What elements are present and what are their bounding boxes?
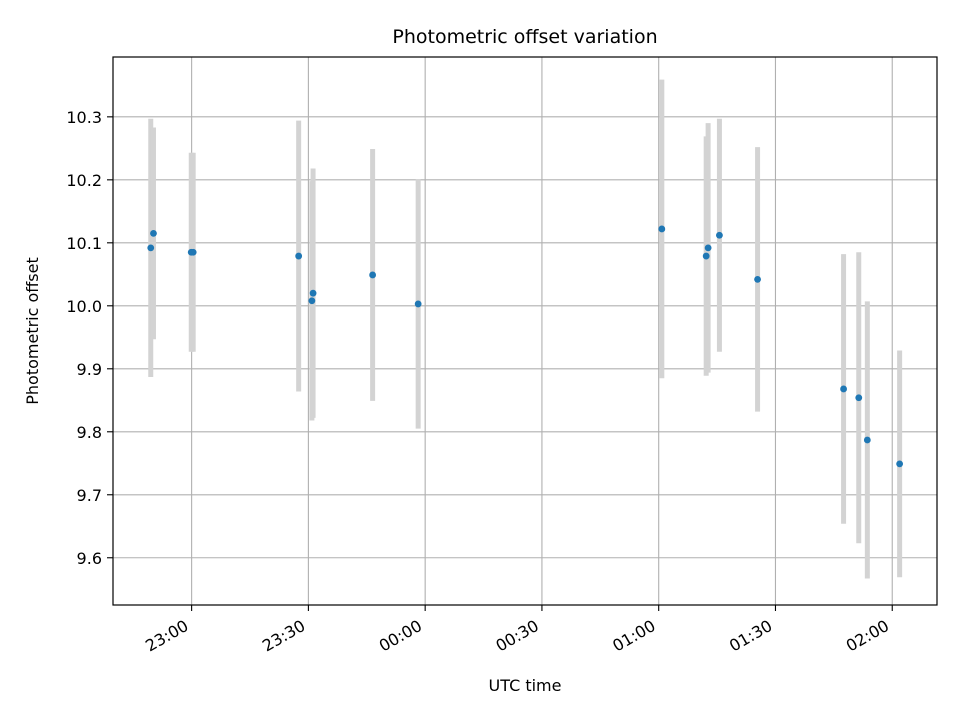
data-point [855,394,863,402]
data-point [369,271,377,279]
y-axis-label: Photometric offset [23,257,42,405]
chart-title: Photometric offset variation [392,26,657,48]
data-point [308,297,316,305]
data-point [754,275,761,283]
data-point [295,252,303,260]
data-points [147,225,904,468]
y-axis-ticks: 9.6 9.7 9.8 9.9 10.0 10.1 10.2 10.3 [66,108,113,568]
grid [113,57,937,605]
y-tick-label: 10.1 [66,234,102,253]
x-axis-label: UTC time [489,676,562,695]
data-point [840,385,847,393]
y-tick-label: 9.8 [77,423,102,442]
data-point [189,248,197,256]
data-point [896,460,904,468]
data-point [716,231,723,239]
data-point [863,436,871,444]
y-tick-label: 10.0 [66,297,102,316]
data-point [147,244,155,252]
plot-area [113,57,937,605]
data-point [414,300,422,308]
plot-frame [112,56,938,606]
y-tick-label: 9.6 [77,549,102,568]
y-tick-label: 9.7 [77,486,102,505]
data-point [309,289,317,297]
y-tick-label: 10.2 [66,171,102,190]
data-point [702,252,710,260]
data-point [150,229,157,237]
data-point [704,244,712,252]
y-tick-label: 9.9 [77,360,102,379]
data-point [658,225,666,233]
y-tick-label: 10.3 [66,108,102,127]
